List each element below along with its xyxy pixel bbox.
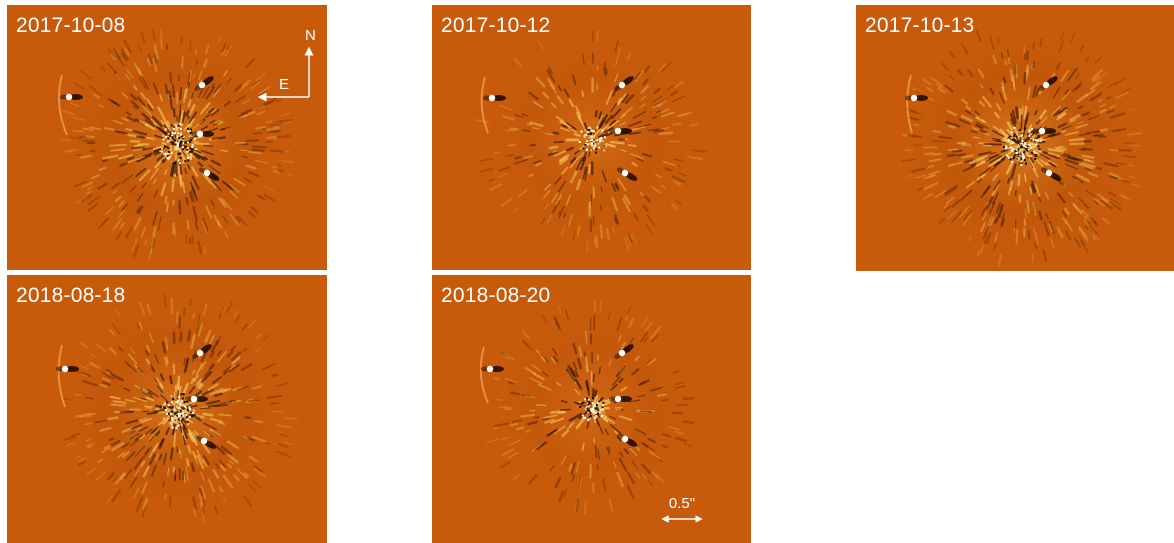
east-label: E (279, 76, 290, 93)
north-label: N (305, 27, 316, 44)
speckle-image (56, 294, 298, 524)
image-panel-2018-08-18: 2018-08-18 (7, 275, 327, 543)
date-label: 2017-10-12 (441, 14, 551, 37)
image-panel-2017-10-13: 2017-10-13 (856, 5, 1174, 271)
speckle-image (57, 28, 295, 262)
date-label: 2018-08-18 (16, 284, 126, 307)
image-panel-2017-10-08: 2017-10-08 N E (7, 5, 327, 270)
compass-rose: N E (252, 27, 322, 107)
date-label: 2017-10-13 (865, 14, 975, 37)
image-panel-2018-08-20: 2018-08-20 0.5" (432, 275, 751, 543)
speckle-image (901, 30, 1142, 268)
speckle-image (479, 300, 695, 515)
image-panel-2017-10-12: 2017-10-12 (432, 5, 751, 270)
speckle-image (475, 30, 707, 253)
date-label: 2018-08-20 (441, 284, 551, 307)
scale-bar-label: 0.5" (668, 495, 696, 512)
scale-bar: 0.5" (660, 495, 704, 524)
date-label: 2017-10-08 (16, 14, 126, 37)
